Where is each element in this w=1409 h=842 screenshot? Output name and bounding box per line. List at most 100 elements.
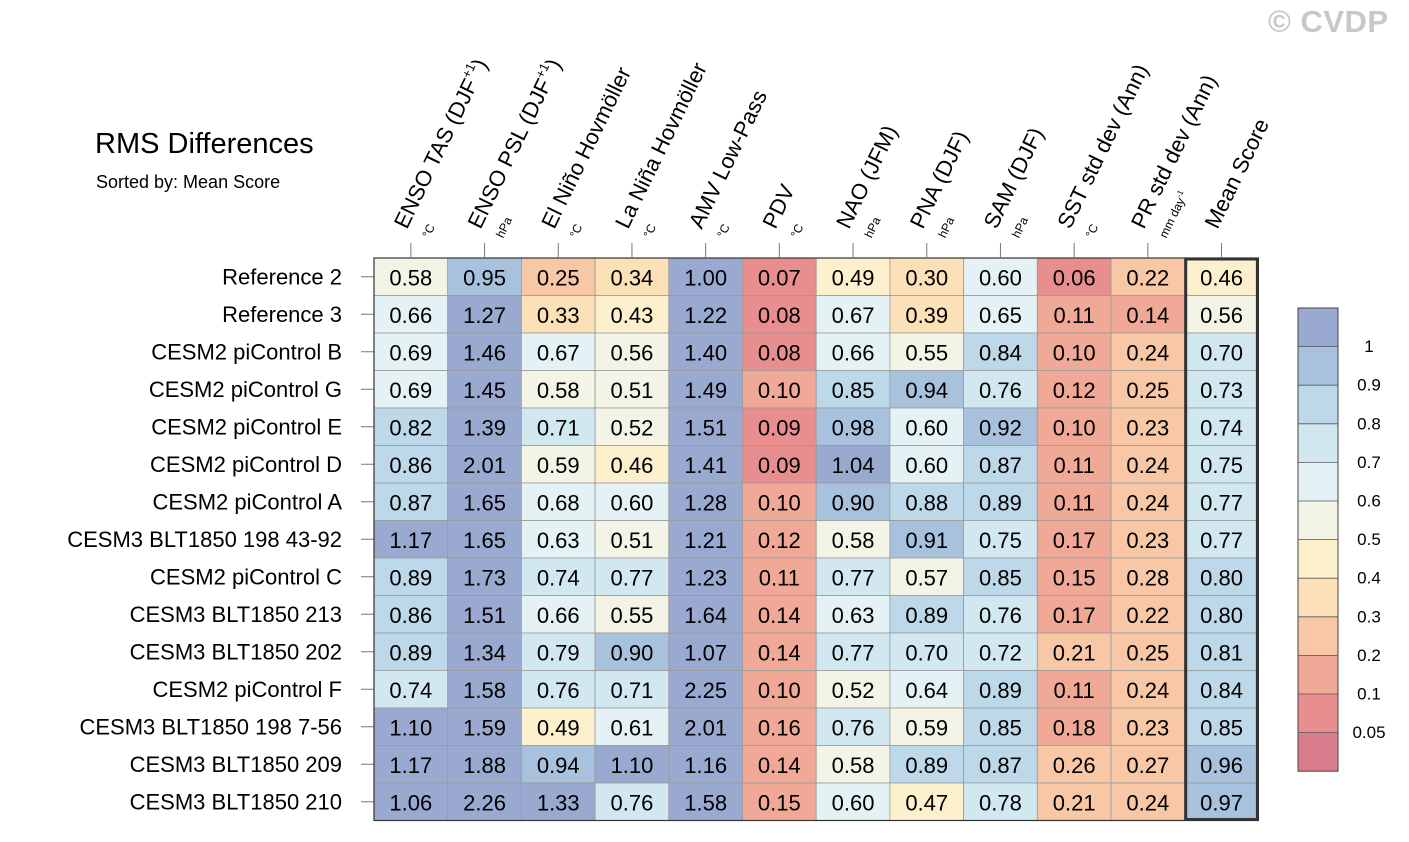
- heatmap-cell: [521, 332, 596, 371]
- cell-value-label: 1.41: [684, 453, 727, 478]
- cell-value-label: 0.23: [1126, 528, 1169, 553]
- column-unit-label: hPa: [862, 214, 884, 240]
- heatmap-cell: [373, 445, 449, 484]
- column-header-label: Mean Score: [1200, 115, 1274, 233]
- heatmap-cell: [1036, 482, 1112, 521]
- cell-value-label: 0.73: [1200, 378, 1243, 403]
- column-header-label: SAM (DJF): [978, 123, 1048, 232]
- heatmap-cell: [1036, 557, 1112, 596]
- cell-value-label: 0.77: [832, 640, 875, 665]
- column-unit-label: hPa: [935, 214, 957, 240]
- colorbar-tick-label: 0.1: [1357, 685, 1381, 704]
- cell-value-label: 0.75: [1200, 453, 1243, 478]
- heatmap-cell: [742, 707, 817, 746]
- heatmap-cell: [742, 557, 817, 596]
- cell-value-label: 0.11: [1054, 453, 1095, 478]
- heatmap-cell: [594, 782, 670, 821]
- heatmap-cell: [668, 332, 743, 371]
- cell-value-label: 0.85: [979, 565, 1022, 590]
- cell-value-label: 0.89: [905, 603, 948, 628]
- colorbar-segment: [1298, 539, 1338, 579]
- heatmap-cell: [963, 482, 1038, 521]
- heatmap-cell: [373, 595, 449, 634]
- cell-value-label: 0.67: [832, 303, 875, 328]
- cell-value-label: 0.22: [1126, 603, 1169, 628]
- cell-value-label: 0.24: [1126, 790, 1169, 815]
- cell-value-label: 0.46: [611, 453, 654, 478]
- heatmap-cell: [742, 595, 817, 634]
- colorbar-segment: [1298, 385, 1338, 424]
- cell-value-label: 0.21: [1053, 790, 1096, 815]
- cell-value-label: 0.85: [979, 715, 1022, 740]
- cell-value-label: 1.51: [684, 415, 727, 440]
- cell-value-label: 1.40: [684, 340, 727, 365]
- heatmap-cell: [889, 745, 965, 784]
- heatmap-cell: [742, 332, 817, 371]
- colorbar-segment: [1298, 423, 1338, 463]
- heatmap-cell: [889, 370, 965, 409]
- cell-value-label: 0.34: [611, 265, 654, 290]
- heatmap-cell: [1036, 370, 1112, 409]
- column-header: PNA (DJF)hPa: [905, 127, 974, 240]
- cell-value-label: 0.23: [1126, 415, 1169, 440]
- cell-value-label: 0.24: [1126, 490, 1169, 515]
- heatmap-cell: [815, 482, 891, 521]
- column-header: PDV°C: [757, 180, 806, 240]
- cell-value-label: 0.10: [1053, 415, 1096, 440]
- heatmap-cell: [742, 482, 817, 521]
- cell-value-label: 1.45: [463, 378, 506, 403]
- cell-value-label: 0.76: [979, 378, 1022, 403]
- heatmap-cell: [1110, 595, 1186, 634]
- colorbar-tick-label: 0.3: [1357, 607, 1381, 626]
- cell-value-label: 0.17: [1053, 528, 1096, 553]
- cell-value-label: 0.58: [832, 528, 875, 553]
- cell-value-label: 0.15: [1053, 565, 1096, 590]
- heatmap-cell: [447, 782, 522, 821]
- heatmap-cell: [889, 295, 965, 334]
- heatmap-cell: [815, 332, 891, 371]
- cell-value-label: 0.18: [1053, 715, 1096, 740]
- cell-value-label: 1.06: [389, 790, 432, 815]
- heatmap-cell: [447, 482, 522, 521]
- row-label: CESM2 piControl A: [152, 489, 342, 514]
- cell-value-label: 0.60: [905, 453, 948, 478]
- heatmap-cell: [1036, 520, 1112, 559]
- cell-value-label: 0.58: [537, 378, 580, 403]
- heatmap-cell: [1036, 595, 1112, 634]
- heatmap-cell: [742, 407, 817, 446]
- cell-value-label: 0.70: [905, 640, 948, 665]
- heatmap-cell: [668, 782, 743, 821]
- cell-value-label: 0.78: [979, 790, 1022, 815]
- cell-value-label: 0.68: [537, 490, 580, 515]
- heatmap-cell: [521, 595, 596, 634]
- cell-value-label: 0.49: [832, 265, 875, 290]
- heatmap-cell: [521, 782, 596, 821]
- cell-value-label: 0.90: [832, 490, 875, 515]
- cell-value-label: 1.33: [537, 790, 580, 815]
- cell-value-label: 1.17: [389, 528, 432, 553]
- heatmap-cell: [963, 632, 1038, 671]
- cell-value-label: 0.07: [758, 265, 801, 290]
- cvdp-watermark: © CVDP: [1268, 4, 1389, 39]
- heatmap-cell: [668, 295, 743, 334]
- colorbar-segment: [1298, 346, 1338, 386]
- cell-value-label: 0.22: [1126, 265, 1169, 290]
- heatmap-cell: [963, 670, 1038, 709]
- column-unit-superscript: -1: [1174, 188, 1185, 199]
- heatmap-cell: [742, 295, 817, 334]
- mean-score-box: [1184, 257, 1259, 821]
- heatmap-cell: [1110, 520, 1186, 559]
- heatmap-cell: [1184, 595, 1259, 634]
- cell-value-label: 0.80: [1200, 565, 1243, 590]
- heatmap-cell: [742, 445, 817, 484]
- colorbar-segment: [1298, 732, 1338, 772]
- cell-value-label: 1.73: [463, 565, 506, 590]
- cell-value-label: 0.21: [1053, 640, 1096, 665]
- heatmap-cell: [447, 670, 522, 709]
- cell-value-label: 1.58: [463, 678, 506, 703]
- row-label: Reference 2: [222, 264, 342, 289]
- column-header: SAM (DJF)hPa: [978, 123, 1048, 240]
- colorbar-tick-label: 0.05: [1352, 723, 1385, 742]
- cell-value-label: 0.82: [389, 415, 432, 440]
- cell-value-label: 0.58: [389, 265, 432, 290]
